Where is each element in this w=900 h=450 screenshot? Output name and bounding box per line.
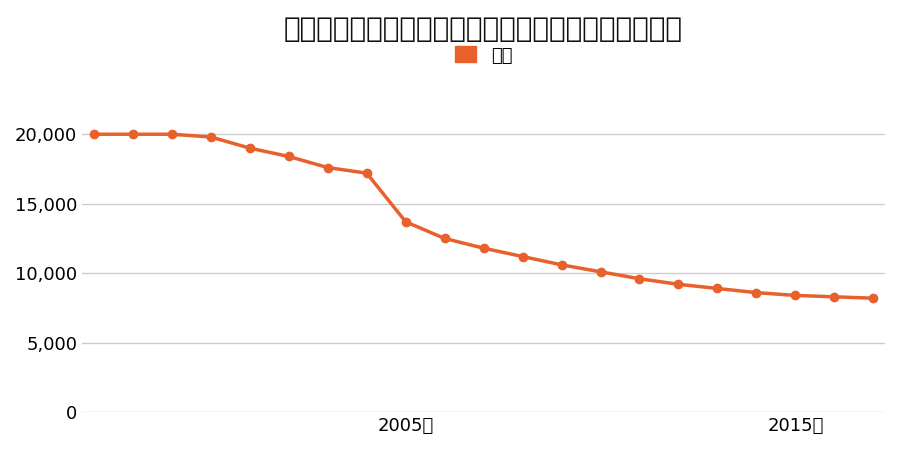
Title: 徳島県阿波郡阿波町字北ノ名１４０番１外の地価推移: 徳島県阿波郡阿波町字北ノ名１４０番１外の地価推移 [284, 15, 683, 43]
Legend: 価格: 価格 [447, 39, 519, 72]
